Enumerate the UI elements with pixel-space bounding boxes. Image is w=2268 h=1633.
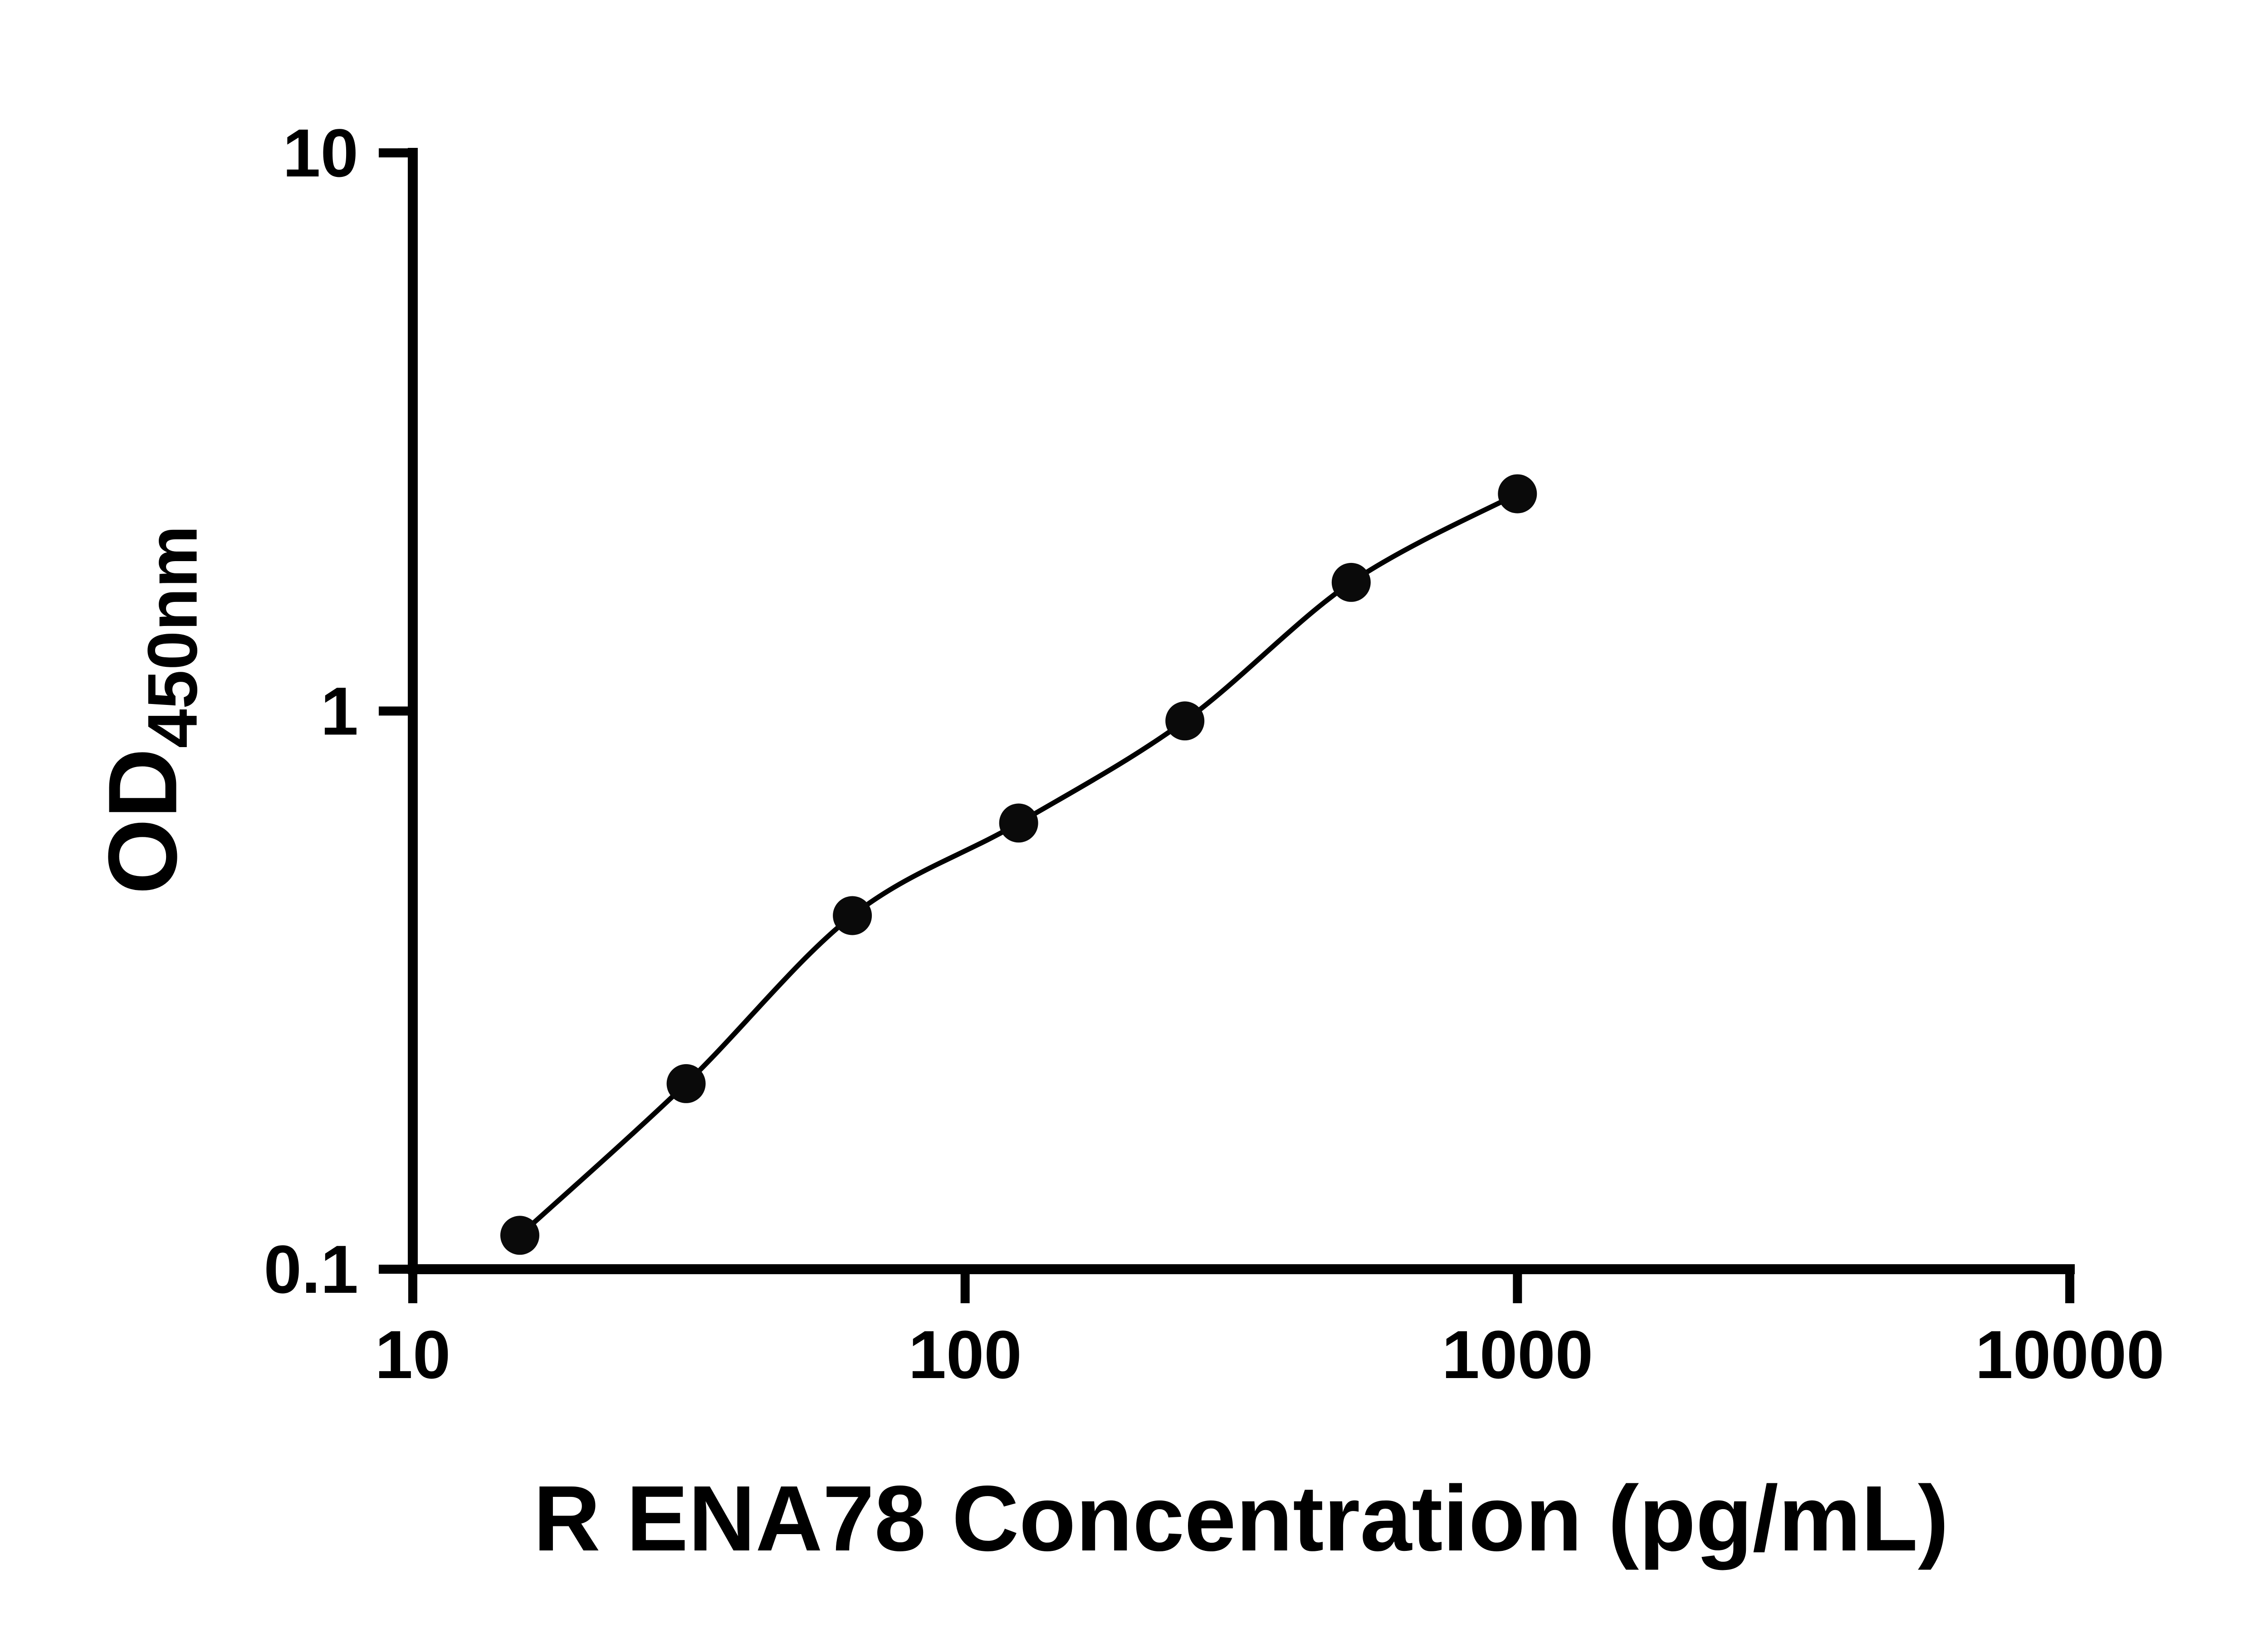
- y-axis-title: OD450nm: [87, 525, 213, 895]
- data-point: [833, 896, 872, 935]
- y-tick-label: 10: [283, 115, 358, 191]
- data-point: [1498, 474, 1537, 513]
- y-tick-label: 0.1: [264, 1231, 358, 1307]
- y-axis-title-subscript: 450nm: [133, 525, 212, 748]
- data-point: [999, 803, 1038, 843]
- y-tick-label: 1: [321, 673, 358, 749]
- x-tick-label: 100: [909, 1316, 1022, 1393]
- x-tick-label: 1000: [1442, 1316, 1593, 1393]
- data-point: [1165, 701, 1205, 741]
- y-axis-title-main: OD: [88, 748, 197, 895]
- x-axis-title: R ENA78 Concentration (pg/mL): [533, 1467, 1949, 1570]
- data-point: [1331, 562, 1371, 602]
- x-tick-label: 10: [375, 1316, 451, 1393]
- data-point: [666, 1064, 706, 1103]
- x-tick-label: 10000: [1975, 1316, 2164, 1393]
- data-point: [500, 1216, 539, 1255]
- fitted-curve: [517, 491, 1520, 1238]
